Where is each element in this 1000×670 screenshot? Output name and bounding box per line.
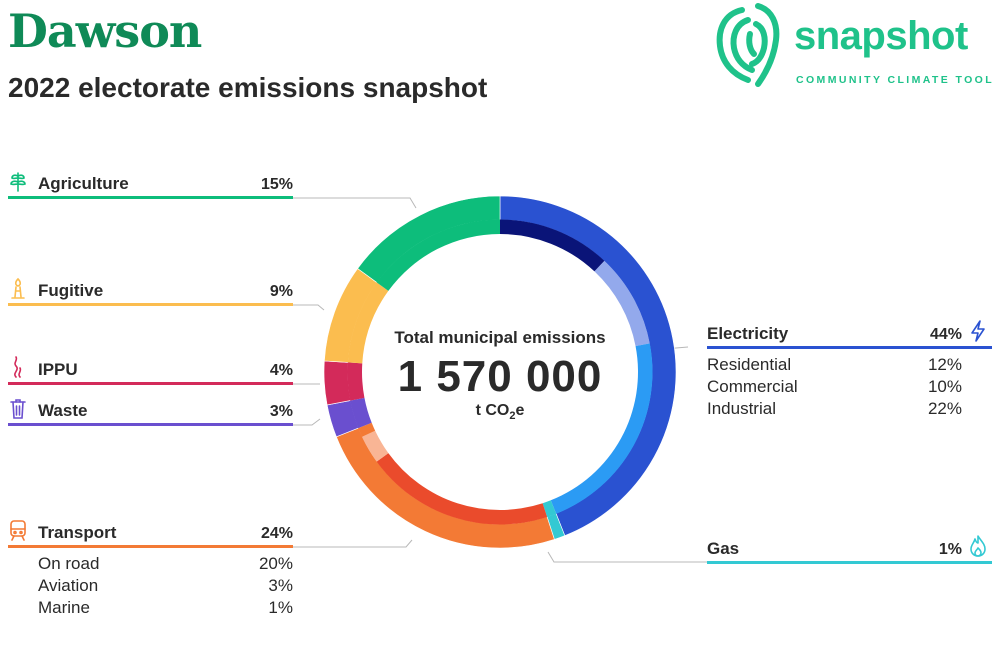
inner-slice-ippu-0 [347,362,365,401]
legend-percent: 9% [269,283,293,300]
legend-ippu: IPPU 4% [8,356,293,385]
legend-name: Waste [38,401,88,420]
legend-electricity: Electricity 44% Residential 12% Commerci… [707,320,992,421]
legend-rule [707,561,992,564]
legend-rule [8,382,293,385]
legend-percent: 3% [269,403,293,420]
legend-agriculture: Agriculture 15% [8,172,293,199]
bin-icon [10,399,26,419]
subsector-marine: Marine 1% [38,598,293,617]
inner-slice-transport-0 [376,453,548,525]
legend-name: Agriculture [38,174,129,193]
legend-fugitive: Fugitive 9% [8,277,293,306]
legend-rule [8,303,293,306]
subsector-residential: Residential 12% [707,355,962,374]
train-icon [10,520,26,541]
inner-slice-electricity-0 [500,219,605,272]
emissions-unit: t CO2e [475,402,525,423]
snapshot-logo: snapshot COMMUNITY CLIMATE TOOL [712,0,1000,92]
legend-name: Electricity [707,324,789,343]
legend-percent: 15% [260,176,293,193]
legend-percent: 1% [938,541,962,558]
legend-gas: Gas 1% [707,535,992,564]
subsector-industrial: Industrial 22% [707,399,962,418]
inner-slice-fugitive-0 [347,282,389,364]
legend-rule [8,545,293,548]
logo-tagline: COMMUNITY CLIMATE TOOL [796,74,995,86]
legend-transport: Transport 24% On road 20% Aviation 3% Ma… [8,520,293,620]
inner-slice-transport-2 [358,422,376,437]
inner-slice-agriculture-0 [376,219,500,291]
plant-icon [10,172,26,192]
fingerprint-logo-icon [716,3,780,87]
total-emissions-block: Total municipal emissions 1 570 000 t CO… [370,328,630,422]
subsector-commercial: Commercial 10% [707,377,962,396]
logo-wordmark: snapshot [794,14,968,58]
page-title: Dawson [8,4,202,58]
inner-slice-gas-0 [542,500,557,518]
flame-icon [970,535,986,557]
legend-waste: Waste 3% [8,399,293,426]
page-subtitle: 2022 electorate emissions snapshot [8,72,488,103]
legend-name: Gas [707,539,740,558]
legend-percent: 44% [929,326,962,343]
inner-slice-electricity-2 [550,343,653,514]
subsector-on-road: On road 20% [38,554,293,573]
subsector-aviation: Aviation 3% [38,576,293,595]
connector-agriculture [292,197,417,209]
legend-rule [8,423,293,426]
inner-slice-transport-1 [362,430,389,462]
donut-slice-ippu [323,360,352,406]
inner-slice-waste-0 [350,397,372,429]
total-emissions-value: 1 570 000 [397,352,603,401]
connector-transport [292,539,413,548]
connector-waste [292,418,321,426]
smoke-icon [14,356,22,378]
legend-rule [8,196,293,199]
gas-flare-icon [11,277,25,299]
total-emissions-label: Total municipal emissions [394,328,606,347]
legend-percent: 4% [269,362,293,379]
inner-slice-electricity-1 [594,260,650,347]
legend-name: Fugitive [38,281,104,300]
connector-fugitive [292,304,325,311]
legend-percent: 24% [260,525,293,542]
lightning-icon [971,320,985,342]
legend-name: IPPU [38,360,78,379]
legend-rule [707,346,992,349]
legend-name: Transport [38,523,117,542]
